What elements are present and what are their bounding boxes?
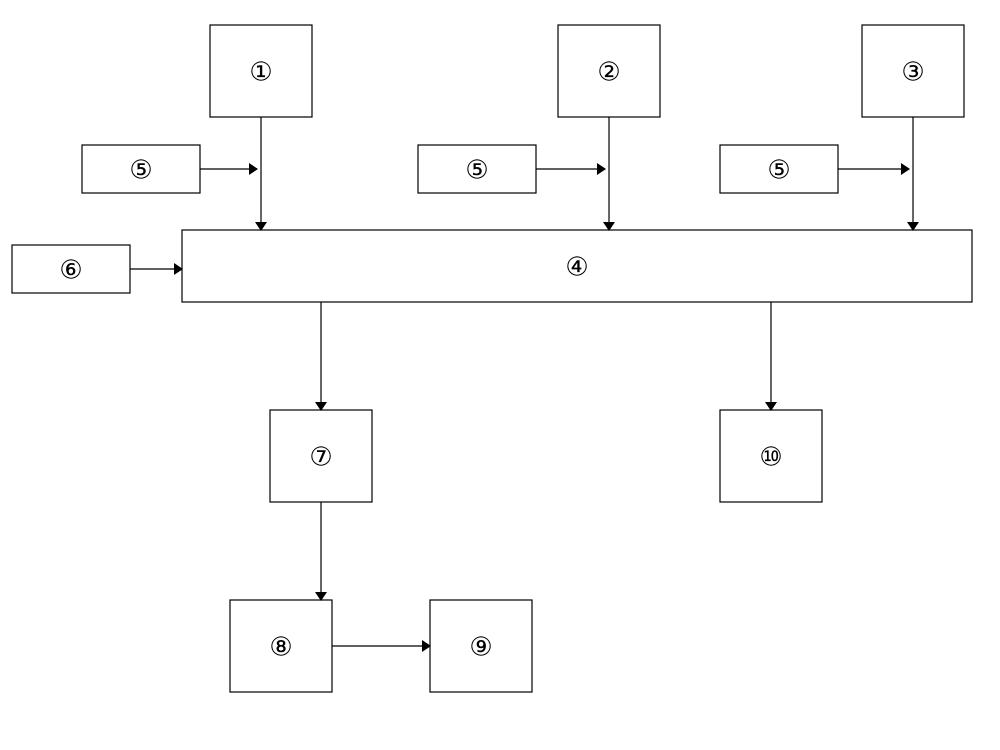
node-n8: ⑧ bbox=[230, 600, 332, 692]
node-label: ⑩ bbox=[759, 443, 782, 472]
node-label: ⑤ bbox=[465, 156, 488, 185]
node-n1: ① bbox=[210, 25, 312, 117]
node-label: ④ bbox=[565, 253, 588, 282]
node-n3: ③ bbox=[862, 25, 964, 117]
edges-layer bbox=[130, 117, 913, 646]
node-n6: ⑥ bbox=[12, 245, 130, 293]
node-n9: ⑨ bbox=[430, 600, 532, 692]
node-label: ① bbox=[249, 58, 272, 87]
node-label: ⑦ bbox=[309, 443, 332, 472]
node-n10: ⑩ bbox=[720, 410, 822, 502]
node-n4: ④ bbox=[182, 230, 972, 302]
node-n5a: ⑤ bbox=[82, 145, 200, 193]
node-n5c: ⑤ bbox=[720, 145, 838, 193]
nodes-layer: ① ② ③ ⑤ ⑤ ⑤ ⑥ ④ ⑦ ⑩ ⑧ ⑨ bbox=[12, 25, 972, 692]
node-label: ② bbox=[597, 58, 620, 87]
node-label: ⑧ bbox=[269, 633, 292, 662]
node-n2: ② bbox=[558, 25, 660, 117]
diagram-canvas: ① ② ③ ⑤ ⑤ ⑤ ⑥ ④ ⑦ ⑩ ⑧ ⑨ bbox=[0, 0, 1000, 750]
node-label: ⑤ bbox=[767, 156, 790, 185]
node-n7: ⑦ bbox=[270, 410, 372, 502]
node-n5b: ⑤ bbox=[418, 145, 536, 193]
node-label: ③ bbox=[901, 58, 924, 87]
node-label: ⑥ bbox=[59, 256, 82, 285]
node-label: ⑨ bbox=[469, 633, 492, 662]
node-label: ⑤ bbox=[129, 156, 152, 185]
